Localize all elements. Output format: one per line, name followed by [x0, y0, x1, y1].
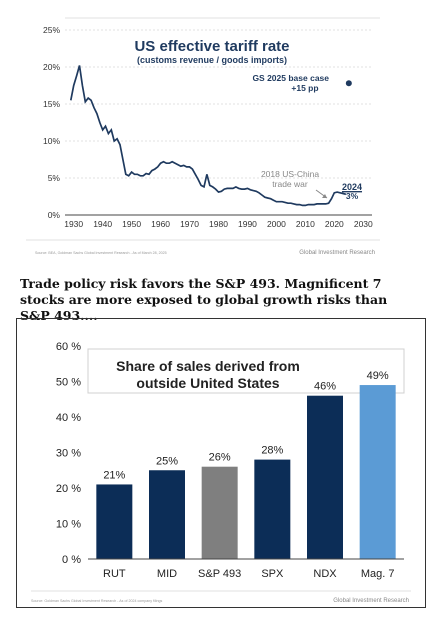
bar-value-label: 25%: [156, 455, 178, 467]
tariff-rate-chart: 0% 5% 10% 15% 20% 25% 1930 1940 1950 1960 1970 198…: [26, 17, 380, 256]
bar: [307, 395, 343, 559]
bar: [149, 470, 185, 559]
category-label: Mag. 7: [361, 568, 395, 580]
chart2-title-line2: outside United States: [136, 375, 279, 391]
chart2-brand: Global Investment Research: [333, 598, 409, 604]
trade-war-annotation-line2: trade war: [272, 179, 308, 189]
gs-base-case-point: [345, 80, 352, 87]
chart1-brand: Global Investment Research: [299, 250, 375, 256]
bar-value-label: 28%: [261, 445, 283, 457]
y-tick-label: 10 %: [56, 519, 81, 531]
tariff-rate-line: [69, 65, 347, 207]
y-tick-label: 5%: [48, 173, 61, 183]
x-tick-label: 1970: [180, 219, 199, 229]
category-label: SPX: [261, 568, 284, 580]
annotation-2024-value: 3%: [346, 191, 359, 201]
x-tick-label: 1990: [238, 219, 257, 229]
y-tick-label: 20%: [43, 62, 60, 72]
y-tick-label: 60 %: [56, 341, 81, 353]
chart2-title-line1: Share of sales derived from: [116, 358, 300, 374]
y-tick-label: 0%: [48, 210, 61, 220]
category-label: MID: [157, 568, 177, 580]
chart1-source: Source: BEA, Goldman Sachs Global Invest…: [35, 251, 167, 255]
x-tick-label: 2000: [267, 219, 286, 229]
bar-value-label: 49%: [367, 370, 389, 382]
annotation-2024-year: 2024: [342, 182, 362, 192]
chart2-title-box: [87, 348, 405, 394]
x-tick-label: 1950: [122, 219, 141, 229]
y-tick-label: 10%: [43, 136, 60, 146]
tariff-chart-panel: 0% 5% 10% 15% 20% 25% 1930 1940 1950 1960 1970 198…: [0, 0, 436, 262]
bar-value-label: 26%: [209, 452, 231, 464]
y-tick-label: 30 %: [56, 448, 81, 460]
bar: [201, 466, 238, 559]
x-tick-label: 1940: [93, 219, 112, 229]
y-tick-label: 0 %: [62, 554, 81, 566]
x-tick-label: 1930: [64, 219, 83, 229]
bar: [359, 385, 396, 559]
category-label: RUT: [103, 568, 126, 580]
x-tick-label: 1960: [151, 219, 170, 229]
chart2-source: Source: Goldman Sachs Global Investment …: [31, 599, 162, 603]
sales-share-chart: 0 % 10 % 20 % 30 % 40 % 50 % 60 % Share of sal…: [31, 341, 411, 604]
trade-war-arrowhead: [322, 194, 327, 198]
y-tick-label: 15%: [43, 99, 60, 109]
bar-value-label: 46%: [314, 381, 336, 393]
x-tick-label: 2010: [296, 219, 315, 229]
chart1-subtitle: (customs revenue / goods imports): [137, 55, 287, 65]
y-tick-label: 20 %: [56, 483, 81, 495]
bar-value-label: 21%: [103, 469, 125, 481]
bar: [96, 484, 133, 559]
category-label: S&P 493: [198, 568, 241, 580]
x-tick-label: 2030: [354, 219, 373, 229]
y-tick-label: 50 %: [56, 377, 81, 389]
bar: [254, 459, 291, 559]
x-tick-label: 1980: [209, 219, 228, 229]
caption-text: Trade policy risk favors the S&P 493. Ma…: [20, 276, 388, 323]
x-tick-label: 2020: [325, 219, 344, 229]
chart1-title: US effective tariff rate: [134, 38, 289, 55]
trade-war-annotation-line1: 2018 US-China: [261, 169, 319, 179]
y-tick-label: 40 %: [56, 412, 81, 424]
sales-share-chart-panel: 0 % 10 % 20 % 30 % 40 % 50 % 60 % Share of sal…: [16, 318, 426, 608]
gs-base-case-sublabel: +15 pp: [291, 83, 318, 93]
gs-base-case-label: GS 2025 base case: [252, 73, 329, 83]
category-label: NDX: [313, 568, 337, 580]
y-tick-label: 25%: [43, 25, 60, 35]
